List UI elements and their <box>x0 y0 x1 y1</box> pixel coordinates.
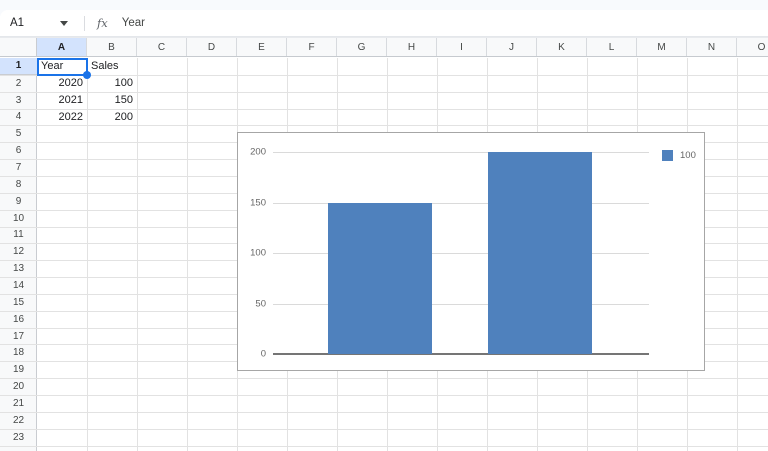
grid-hline <box>0 108 768 110</box>
grid-vline <box>87 58 88 451</box>
row-header-20[interactable]: 20 <box>12 381 25 393</box>
grid-hline <box>0 378 768 380</box>
formula-bar: A1 fx Year <box>0 10 768 37</box>
embedded-chart[interactable]: 0 50 100 150 200 100 <box>237 132 705 371</box>
row-header-23[interactable]: 23 <box>12 431 25 443</box>
grid-vline <box>737 58 738 451</box>
column-header-B[interactable]: B <box>87 38 137 56</box>
cell-A1[interactable]: Year <box>41 60 64 73</box>
row-header-3[interactable]: 3 <box>15 94 22 106</box>
row-header-14[interactable]: 14 <box>12 279 25 291</box>
formula-input[interactable]: Year <box>121 17 145 29</box>
grid-hline <box>0 445 768 447</box>
y-axis-tick-label: 50 <box>255 298 266 309</box>
row-header-11[interactable]: 11 <box>13 229 24 241</box>
cell-B2[interactable]: 100 <box>114 77 133 90</box>
column-header-M[interactable]: M <box>637 38 687 56</box>
column-header-E[interactable]: E <box>237 38 287 56</box>
fx-icon: fx <box>97 16 108 30</box>
bar[interactable] <box>328 202 432 354</box>
fill-handle[interactable] <box>83 70 91 79</box>
grid-hline <box>0 411 768 413</box>
row-header-17[interactable]: 17 <box>12 330 25 342</box>
x-axis-line <box>273 353 649 355</box>
row-header-12[interactable]: 12 <box>12 246 25 258</box>
chart-gridline <box>273 152 649 153</box>
row-header-13[interactable]: 13 <box>12 263 25 275</box>
grid-hline <box>0 74 768 76</box>
chart-gridline <box>273 202 649 204</box>
row-header-10[interactable]: 10 <box>12 212 25 224</box>
column-header-F[interactable]: F <box>287 38 337 56</box>
row-header-6[interactable]: 6 <box>15 145 22 157</box>
cell-A3[interactable]: 2021 <box>58 94 83 107</box>
chart-gridline <box>273 253 649 254</box>
row-header-column <box>0 58 37 451</box>
bar[interactable] <box>488 152 592 354</box>
row-header-18[interactable]: 18 <box>12 347 25 359</box>
cell-name-box[interactable]: A1 <box>10 17 70 29</box>
column-header-C[interactable]: C <box>137 38 187 56</box>
grid-hline <box>0 395 768 396</box>
select-all-corner[interactable] <box>0 38 37 56</box>
column-header-I[interactable]: I <box>437 38 487 56</box>
chart-legend: 100 <box>662 150 696 161</box>
active-cell-selection[interactable] <box>37 58 91 79</box>
chart-plot-area: 0 50 100 150 200 <box>238 133 704 370</box>
row-header-16[interactable]: 16 <box>12 313 25 325</box>
row-header-4[interactable]: 4 <box>15 111 22 123</box>
row-header-9[interactable]: 9 <box>15 195 22 207</box>
row-header-15[interactable]: 15 <box>12 296 25 308</box>
row-header-22[interactable]: 22 <box>12 414 25 426</box>
active-cell-reference: A1 <box>10 17 25 29</box>
y-axis-tick-label: 0 <box>260 348 266 360</box>
row-header-8[interactable]: 8 <box>15 178 22 190</box>
row-header-1[interactable]: 1 <box>0 58 37 75</box>
y-axis-tick-label: 100 <box>250 247 266 259</box>
column-header-J[interactable]: J <box>487 38 537 56</box>
column-header-A[interactable]: A <box>37 38 87 56</box>
grid-vline <box>187 58 188 451</box>
row-header-5[interactable]: 5 <box>15 128 22 140</box>
cell-A2[interactable]: 2020 <box>58 77 83 90</box>
column-header-D[interactable]: D <box>187 38 237 56</box>
cell-B1[interactable]: Sales <box>91 60 119 73</box>
cell-B3[interactable]: 150 <box>114 94 133 107</box>
row-header-2[interactable]: 2 <box>15 77 22 89</box>
grid-vline <box>137 58 138 451</box>
column-header-L[interactable]: L <box>587 38 637 56</box>
grid-hline <box>0 428 768 430</box>
legend-swatch-icon <box>662 150 673 161</box>
column-header-N[interactable]: N <box>687 38 737 56</box>
column-header-H[interactable]: H <box>387 38 437 56</box>
row-header-7[interactable]: 7 <box>15 162 22 174</box>
grid-hline <box>0 125 768 127</box>
divider <box>84 15 85 31</box>
chevron-down-icon[interactable] <box>60 20 68 26</box>
legend-label: 100 <box>680 150 696 161</box>
cell-B4[interactable]: 200 <box>114 110 133 123</box>
column-header-O[interactable]: O <box>737 38 768 56</box>
column-header-K[interactable]: K <box>537 38 587 56</box>
chart-gridline <box>273 303 649 305</box>
y-axis-tick-label: 150 <box>250 197 266 208</box>
row-header-21[interactable]: 21 <box>12 397 25 409</box>
y-axis-tick-label: 200 <box>250 146 266 158</box>
cell-A4[interactable]: 2022 <box>58 110 83 123</box>
grid-hline <box>0 91 768 93</box>
row-header-19[interactable]: 19 <box>12 364 25 376</box>
column-header-G[interactable]: G <box>337 38 387 56</box>
